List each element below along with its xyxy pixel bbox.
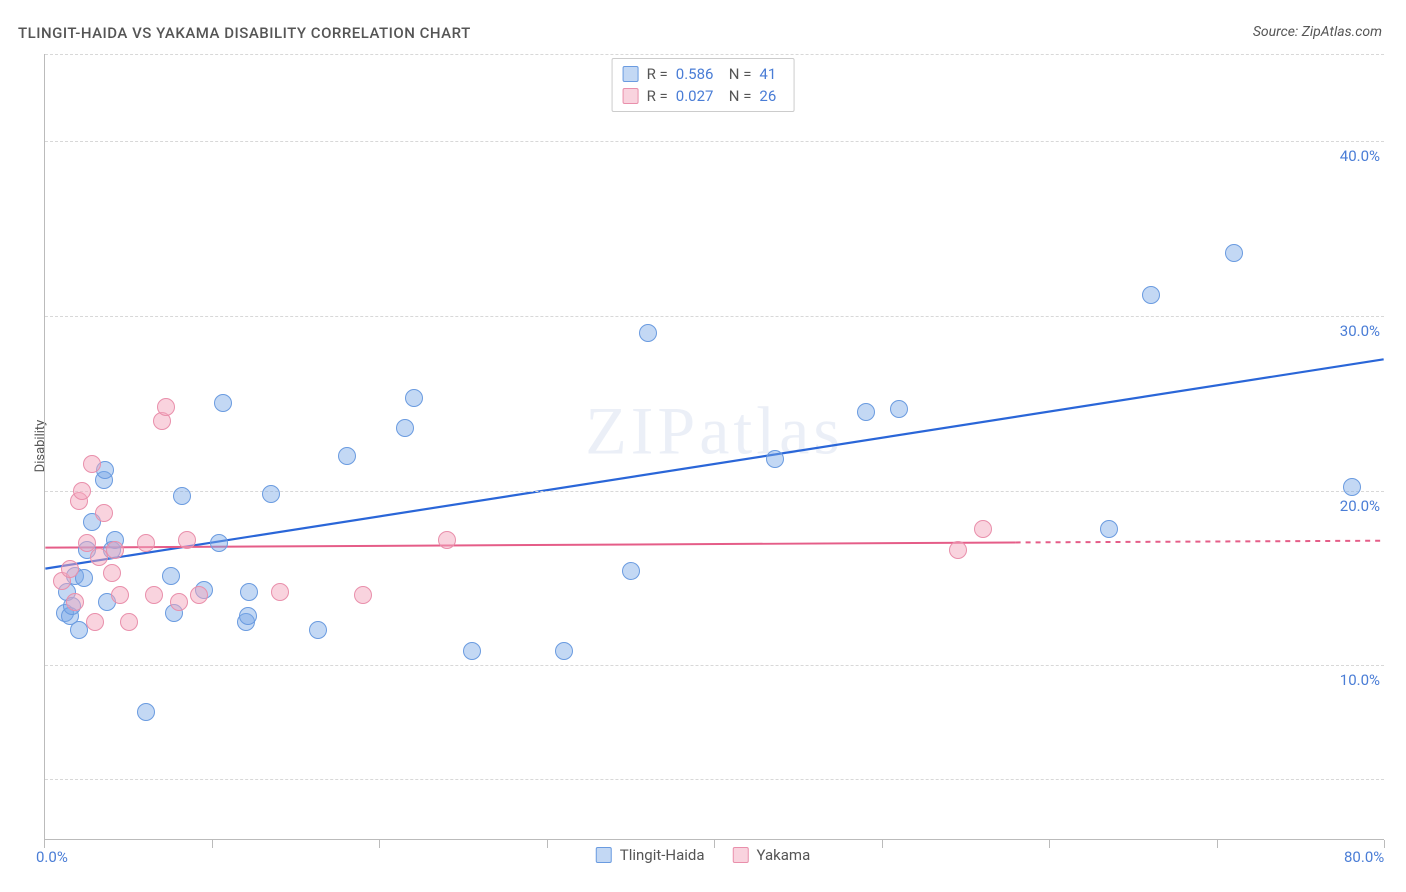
r-value: 0.586 <box>676 63 721 85</box>
data-point <box>66 593 84 611</box>
data-point <box>83 455 101 473</box>
data-point <box>137 703 155 721</box>
data-point <box>396 419 414 437</box>
data-point <box>857 403 875 421</box>
n-label: N = <box>729 63 752 85</box>
data-point <box>162 567 180 585</box>
data-point <box>157 398 175 416</box>
series-swatch <box>733 847 749 863</box>
chart-title: TLINGIT-HAIDA VS YAKAMA DISABILITY CORRE… <box>18 24 471 42</box>
data-point <box>555 642 573 660</box>
plot-area: ZIPatlas <box>44 54 1384 840</box>
series-swatch <box>623 66 639 82</box>
data-point <box>210 534 228 552</box>
data-point <box>622 562 640 580</box>
data-point <box>438 531 456 549</box>
data-point <box>1225 244 1243 262</box>
gridline-h <box>45 54 1384 55</box>
data-point <box>111 586 129 604</box>
data-point <box>239 607 257 625</box>
legend-item: Yakama <box>733 846 811 864</box>
n-value: 26 <box>759 85 779 107</box>
watermark: ZIPatlas <box>585 391 844 470</box>
data-point <box>354 586 372 604</box>
data-point <box>271 583 289 601</box>
data-point <box>190 586 208 604</box>
n-label: N = <box>729 85 752 107</box>
data-point <box>262 485 280 503</box>
data-point <box>178 531 196 549</box>
y-tick-label: 40.0% <box>1340 147 1380 165</box>
x-tick <box>379 840 380 848</box>
data-point <box>103 564 121 582</box>
series-swatch <box>596 847 612 863</box>
data-point <box>145 586 163 604</box>
data-point <box>890 400 908 418</box>
data-point <box>86 613 104 631</box>
r-label: R = <box>647 85 668 107</box>
data-point <box>309 621 327 639</box>
data-point <box>463 642 481 660</box>
data-point <box>95 504 113 522</box>
data-point <box>338 447 356 465</box>
data-point <box>170 593 188 611</box>
data-point <box>120 613 138 631</box>
data-point <box>974 520 992 538</box>
x-tick <box>714 840 715 848</box>
r-label: R = <box>647 63 668 85</box>
data-point <box>1142 286 1160 304</box>
y-tick-label: 20.0% <box>1340 497 1380 515</box>
r-value: 0.027 <box>676 85 721 107</box>
data-point <box>240 583 258 601</box>
data-point <box>639 324 657 342</box>
data-point <box>1343 478 1361 496</box>
data-point <box>106 541 124 559</box>
data-point <box>1100 520 1118 538</box>
x-tick <box>882 840 883 848</box>
x-tick <box>547 840 548 848</box>
y-tick-label: 10.0% <box>1340 671 1380 689</box>
gridline-h <box>45 141 1384 142</box>
data-point <box>405 389 423 407</box>
x-tick-label: 0.0% <box>36 848 68 866</box>
gridline-h <box>45 316 1384 317</box>
x-tick <box>1217 840 1218 848</box>
n-value: 41 <box>759 63 779 85</box>
gridline-h <box>45 665 1384 666</box>
stats-row: R = 0.586 N = 41 <box>623 63 780 85</box>
stats-box: R = 0.586 N = 41 R = 0.027 N = 26 <box>612 58 795 112</box>
x-tick <box>1049 840 1050 848</box>
data-point <box>173 487 191 505</box>
data-point <box>766 450 784 468</box>
data-point <box>949 541 967 559</box>
chart-source: Source: ZipAtlas.com <box>1253 24 1382 40</box>
data-point <box>90 548 108 566</box>
gridline-h <box>45 779 1384 780</box>
x-tick <box>1384 840 1385 848</box>
x-tick <box>212 840 213 848</box>
series-swatch <box>623 88 639 104</box>
legend: Tlingit-Haida Yakama <box>596 846 811 864</box>
y-tick-label: 30.0% <box>1340 322 1380 340</box>
stats-row: R = 0.027 N = 26 <box>623 85 780 107</box>
data-point <box>137 534 155 552</box>
legend-label: Tlingit-Haida <box>620 846 705 864</box>
x-tick-label: 80.0% <box>1344 848 1384 866</box>
trend-lines <box>45 54 1384 839</box>
data-point <box>61 560 79 578</box>
data-point <box>73 482 91 500</box>
legend-label: Yakama <box>757 846 811 864</box>
data-point <box>70 621 88 639</box>
data-point <box>214 394 232 412</box>
legend-item: Tlingit-Haida <box>596 846 705 864</box>
gridline-h <box>45 491 1384 492</box>
x-tick <box>44 840 45 848</box>
